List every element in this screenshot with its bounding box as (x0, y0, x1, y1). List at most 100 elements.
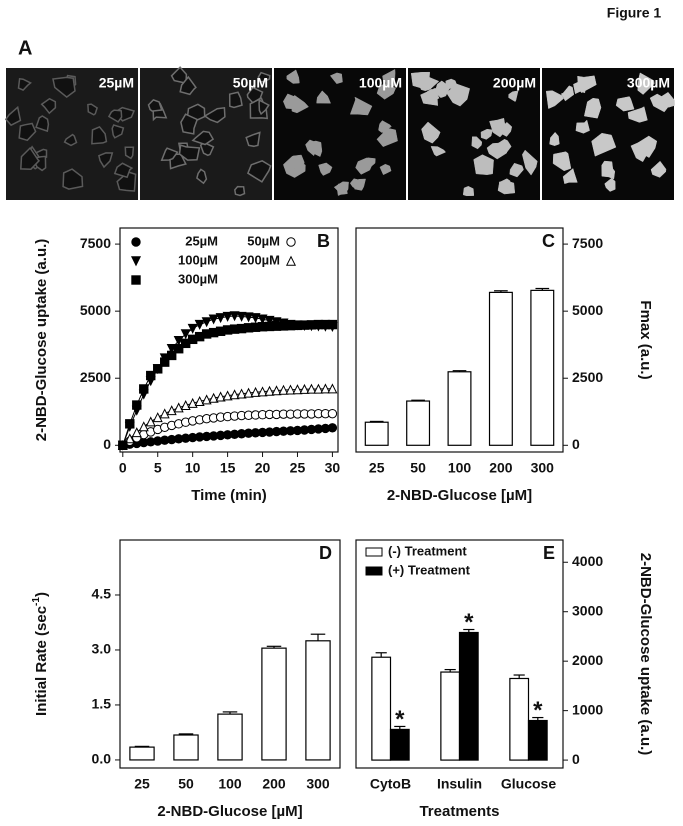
x-tick-label: 25 (134, 776, 150, 792)
point (130, 256, 142, 267)
cell (417, 74, 440, 92)
cell (349, 96, 373, 116)
point (187, 323, 198, 334)
cell (113, 162, 134, 179)
plot-frame (119, 227, 339, 453)
y-tick-label: 1000 (572, 701, 603, 717)
point (132, 400, 142, 410)
cell (18, 122, 37, 142)
cell (508, 90, 519, 102)
x-tick-label: 300 (306, 776, 330, 792)
cell (62, 168, 84, 190)
point (152, 412, 163, 423)
point (194, 319, 205, 330)
y-tick-label: 0.0 (92, 751, 112, 767)
point (313, 383, 324, 394)
point (138, 421, 149, 432)
concentration-label: 300µM (627, 75, 670, 91)
plot-frame (119, 539, 341, 769)
cell (329, 72, 343, 84)
point (222, 390, 233, 401)
cell (562, 168, 578, 185)
point (131, 427, 142, 438)
point (118, 440, 128, 450)
cell (378, 120, 392, 133)
legend-swatch (365, 547, 383, 557)
bar (527, 719, 548, 761)
point (320, 383, 331, 394)
cell (575, 119, 590, 134)
bar (406, 400, 431, 446)
micrographs: 25µM 50µM 100µM 200µM 300µM (4, 66, 675, 200)
legend-label: 50µM (247, 233, 280, 248)
cell (246, 86, 264, 104)
cell (480, 128, 493, 140)
cell (4, 105, 22, 127)
cell (560, 85, 575, 102)
point (250, 313, 261, 324)
figure-title: Figure 1 (607, 5, 662, 21)
cell (245, 131, 261, 148)
y-tick-label: 2500 (572, 369, 603, 385)
cell (376, 82, 396, 100)
cell (98, 152, 114, 169)
x-axis-label: 2-NBD-Glucose [µM] (387, 487, 532, 504)
y-label-text: 2-NBD-Glucose uptake (a.u.) (33, 239, 50, 442)
y-tick-label: 5000 (80, 302, 111, 318)
point (264, 385, 275, 396)
cell (498, 178, 511, 190)
y-axis-label: 2-NBD-Glucose uptake (a.u.) (33, 239, 50, 442)
point (271, 385, 282, 396)
point (166, 344, 177, 355)
cell (17, 77, 32, 92)
point (146, 370, 156, 381)
panel-letter: C (542, 231, 555, 251)
point (243, 387, 254, 398)
point (194, 395, 205, 406)
cell (650, 160, 667, 178)
point (285, 255, 297, 266)
cell (462, 186, 475, 197)
cell (637, 72, 655, 95)
bar (509, 677, 530, 761)
bar (129, 746, 155, 761)
point (160, 357, 170, 367)
bar (371, 656, 392, 761)
bar (261, 647, 287, 761)
cell (658, 91, 675, 108)
cell (361, 157, 376, 170)
y-tick-label: 3000 (572, 602, 603, 618)
point (229, 311, 240, 322)
point (208, 314, 219, 325)
cell (421, 121, 441, 144)
point (187, 397, 198, 408)
cell (286, 69, 300, 84)
y-label-text: Initial Rate (sec (33, 606, 50, 716)
legend-label: 200µM (240, 252, 280, 267)
x-tick-label: 300 (531, 460, 555, 476)
point (173, 402, 184, 413)
cell (376, 126, 398, 147)
significance-mark: * (533, 697, 543, 724)
point (306, 383, 317, 394)
cell (489, 117, 507, 138)
x-tick-label: 30 (325, 460, 341, 476)
cell (124, 146, 135, 160)
cell (203, 106, 226, 124)
point (173, 344, 184, 354)
bar (305, 640, 331, 761)
x-tick-label: 50 (178, 776, 194, 792)
y-tick-label: 2000 (572, 652, 603, 668)
point (285, 384, 296, 395)
cell (583, 97, 602, 119)
cell (382, 68, 396, 87)
legend-label: (-) Treatment (388, 543, 467, 558)
cell (246, 159, 272, 183)
y-label-end: ) (33, 592, 50, 597)
x-tick-label: 5 (154, 460, 162, 476)
x-tick-label: CytoB (370, 776, 411, 792)
cell (591, 132, 617, 157)
legend-label: 25µM (185, 233, 218, 248)
cell (40, 97, 57, 115)
x-tick-label: 50 (410, 460, 426, 476)
